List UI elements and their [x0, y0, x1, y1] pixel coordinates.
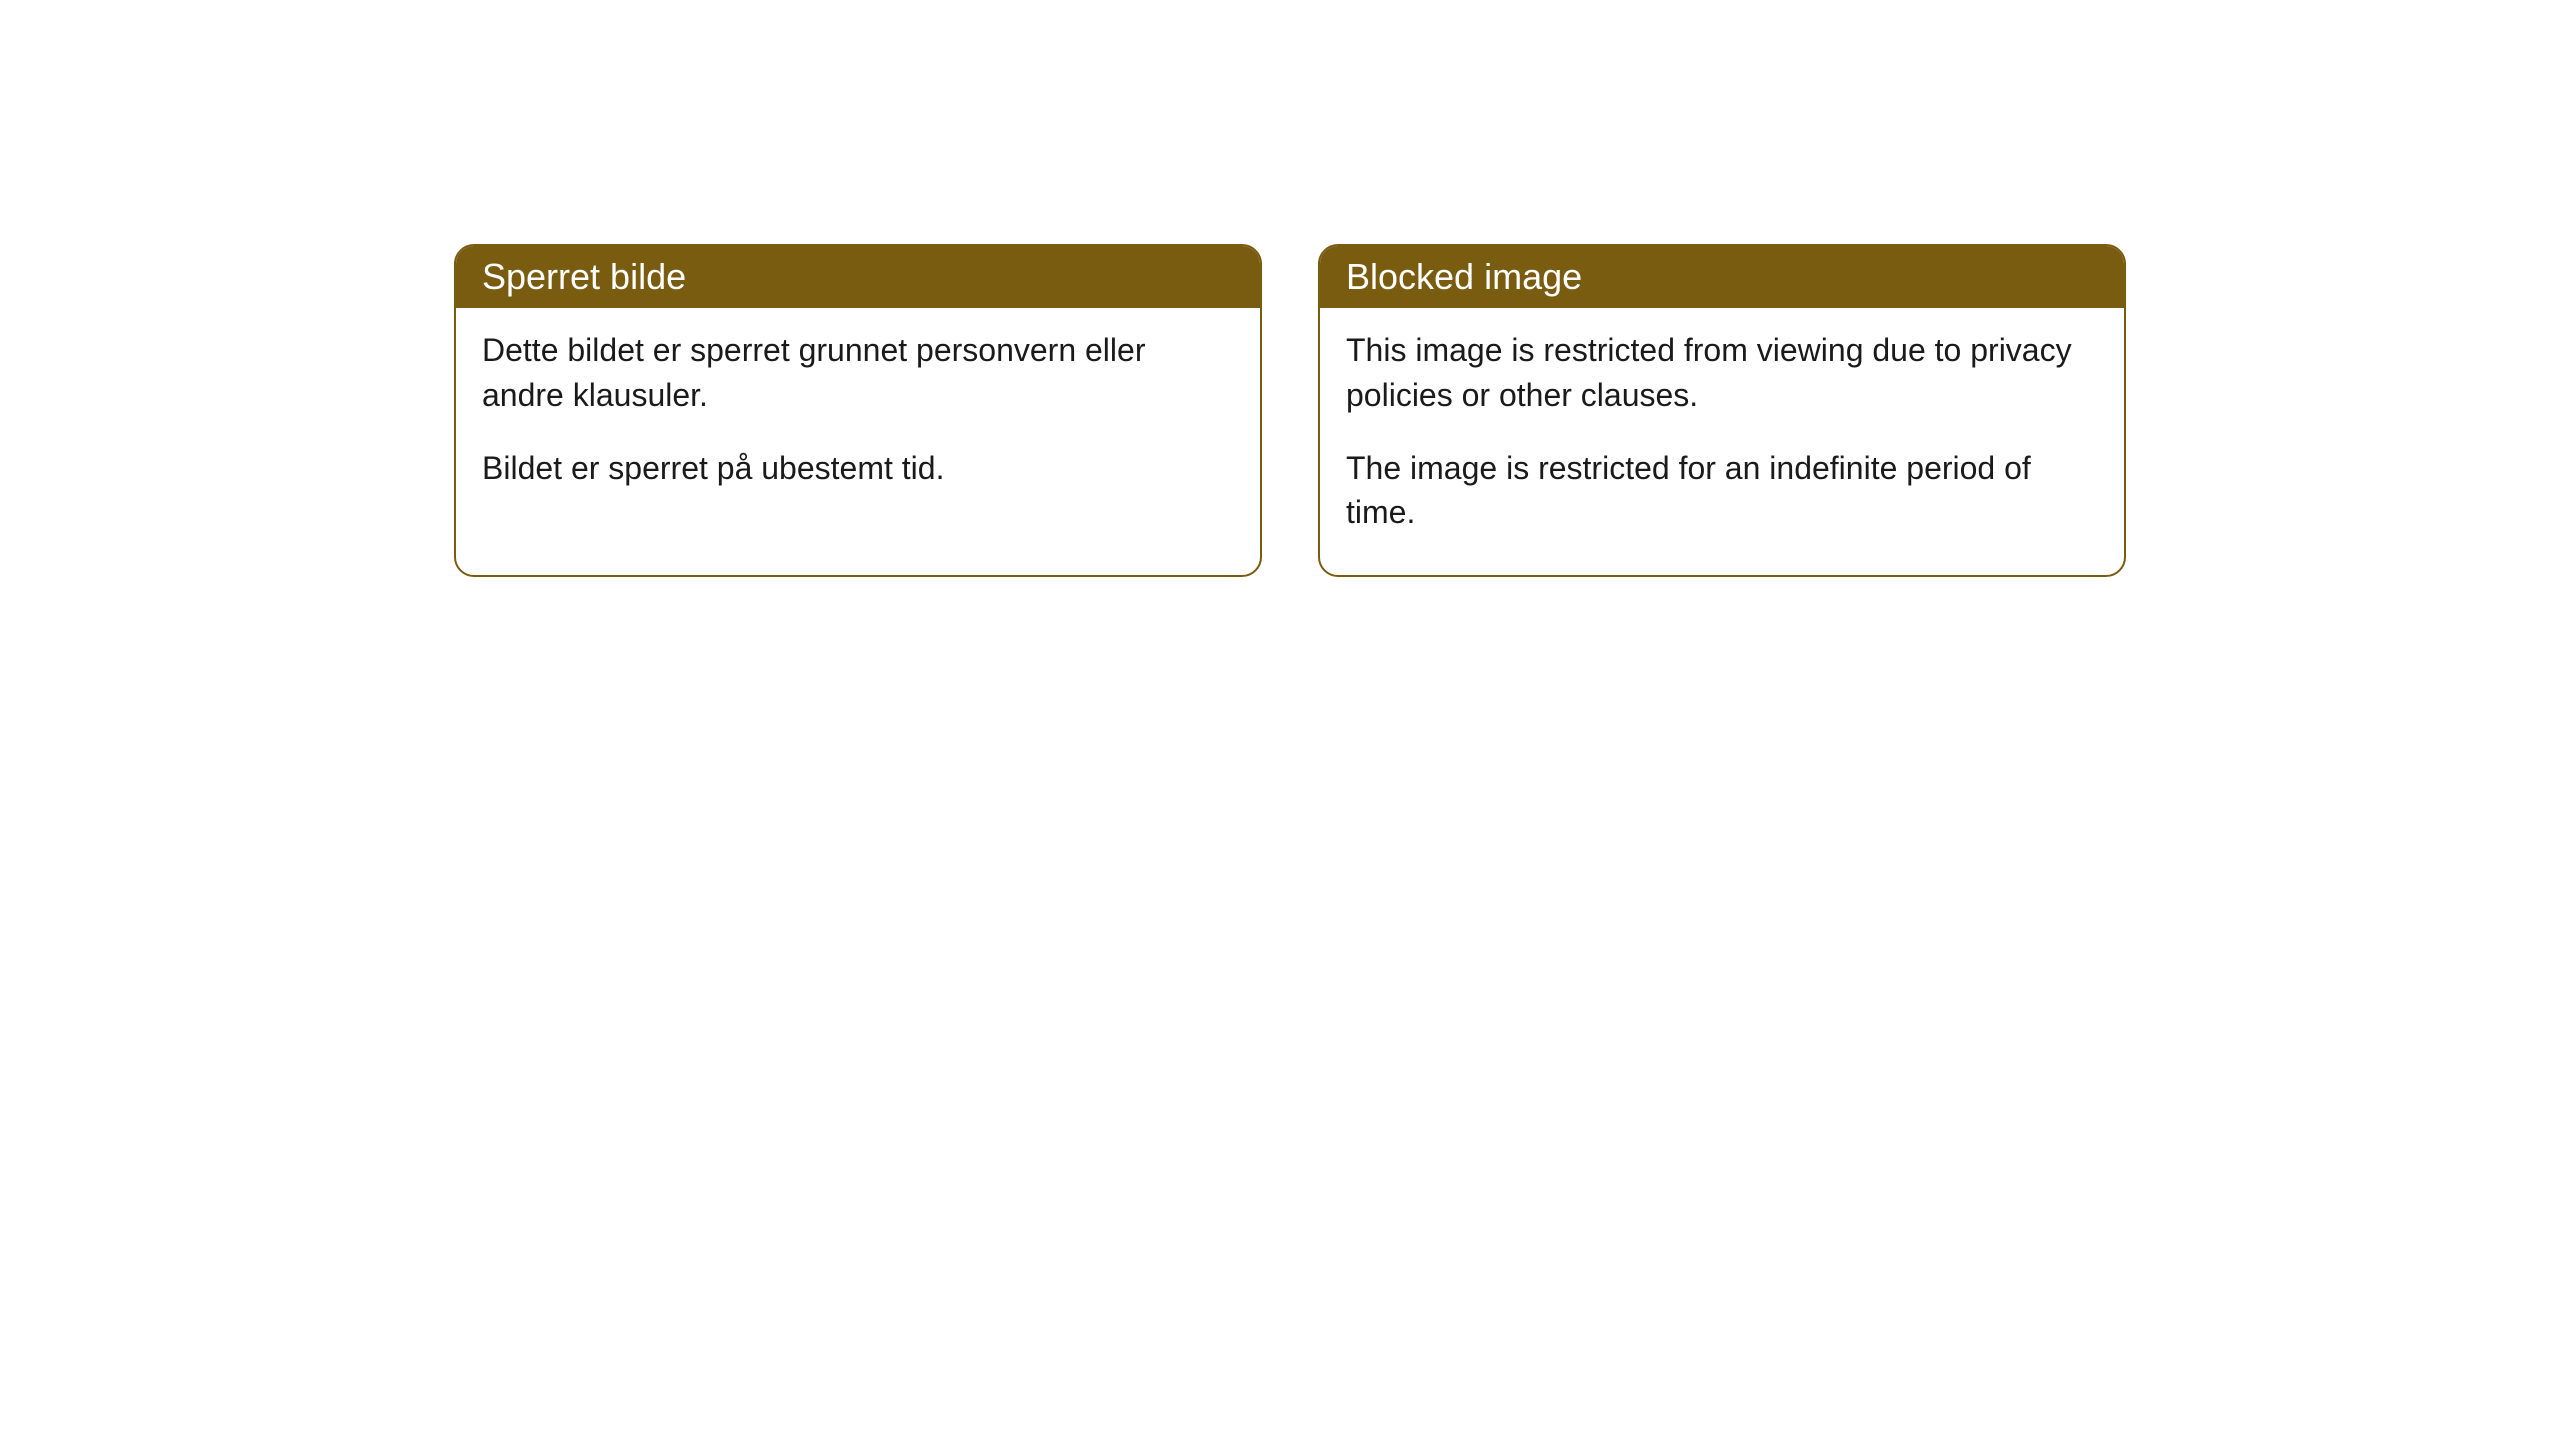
card-norwegian: Sperret bilde Dette bildet er sperret gr… [454, 244, 1262, 577]
card-body-english: This image is restricted from viewing du… [1320, 308, 2124, 575]
card-body-norwegian: Dette bildet er sperret grunnet personve… [456, 308, 1260, 530]
card-header-english: Blocked image [1320, 246, 2124, 308]
cards-container: Sperret bilde Dette bildet er sperret gr… [454, 244, 2560, 577]
card-paragraph-1: Dette bildet er sperret grunnet personve… [482, 328, 1234, 418]
card-paragraph-2: The image is restricted for an indefinit… [1346, 446, 2098, 536]
card-paragraph-1: This image is restricted from viewing du… [1346, 328, 2098, 418]
card-header-norwegian: Sperret bilde [456, 246, 1260, 308]
card-paragraph-2: Bildet er sperret på ubestemt tid. [482, 446, 1234, 491]
card-english: Blocked image This image is restricted f… [1318, 244, 2126, 577]
